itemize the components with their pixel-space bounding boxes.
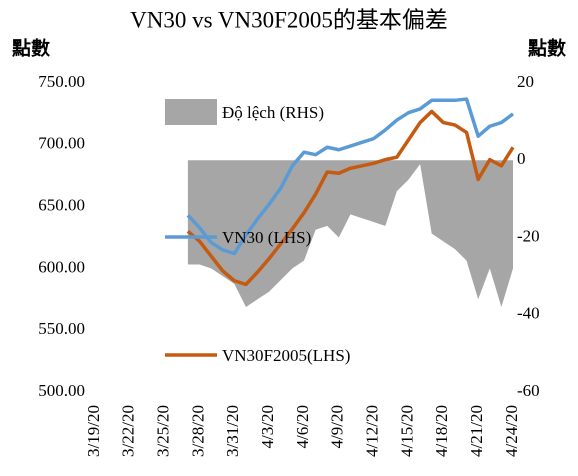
- x-tick-label: 3/25/20: [154, 405, 173, 457]
- x-tick-label: 4/3/20: [258, 405, 277, 448]
- x-tick-label: 4/15/20: [397, 405, 416, 457]
- x-tick-label: 4/12/20: [363, 405, 382, 457]
- x-tick-label: 3/19/20: [84, 405, 103, 457]
- y2-tick-label: -40: [517, 304, 540, 323]
- y2-tick-label: 0: [517, 149, 526, 168]
- x-tick-label: 3/31/20: [223, 405, 242, 457]
- x-tick-label: 4/9/20: [328, 405, 347, 448]
- y-tick-label: 550.00: [38, 319, 85, 338]
- y2-axis-title: 點數: [527, 36, 566, 59]
- x-tick-label: 3/22/20: [119, 405, 138, 457]
- x-tick-label: 4/21/20: [467, 405, 486, 457]
- y-tick-label: 500.00: [38, 381, 85, 400]
- x-tick-label: 3/28/20: [188, 405, 207, 457]
- y2-tick-label: 20: [517, 72, 534, 91]
- y-tick-label: 750.00: [38, 72, 85, 91]
- y-tick-label: 600.00: [38, 257, 85, 276]
- chart-title: VN30 vs VN30F2005的基本偏差: [130, 7, 448, 32]
- legend-swatch: [165, 99, 217, 125]
- x-tick-label: 4/24/20: [502, 405, 521, 457]
- series-line: [186, 97, 515, 256]
- x-tick-label: 4/6/20: [293, 405, 312, 448]
- y-axis-title: 點數: [11, 36, 50, 59]
- deviation-area: [187, 160, 513, 308]
- legend-label: Độ lệch (RHS): [222, 103, 324, 122]
- y2-tick-label: -60: [517, 381, 540, 400]
- series-line: [186, 109, 515, 287]
- y-tick-label: 700.00: [38, 134, 85, 153]
- legend-label: VN30F2005(LHS): [222, 346, 350, 365]
- y2-tick-label: -20: [517, 226, 540, 245]
- y-tick-label: 650.00: [38, 196, 85, 215]
- x-tick-label: 4/18/20: [432, 405, 451, 457]
- legend-label: VN30 (LHS): [222, 228, 311, 247]
